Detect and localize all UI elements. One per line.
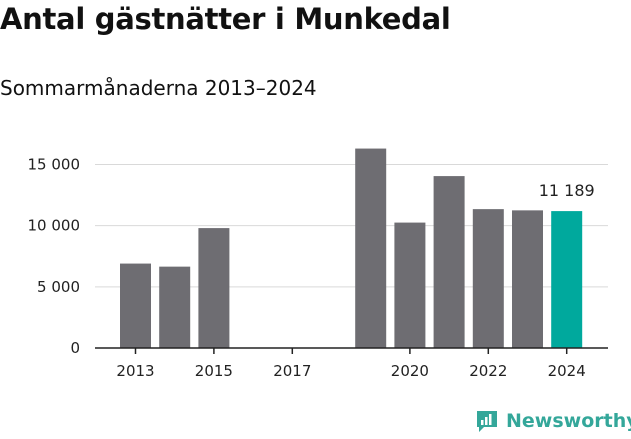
chart-title: Antal gästnätter i Munkedal: [0, 2, 451, 36]
x-tick-label: 2022: [469, 362, 507, 380]
bar-2015: [198, 228, 230, 348]
x-tick-label: 2020: [391, 362, 429, 380]
bar-chart: 0 5 000 10 000 15 000 2013 2015 2017 2020 2022 20…: [28, 148, 608, 380]
newsworthy-brand[interactable]: Newsworthy: [474, 408, 631, 434]
y-tick-label: 5 000: [37, 278, 80, 296]
bar-2013: [120, 263, 151, 348]
y-tick-label: 0: [70, 339, 80, 357]
newsworthy-logo-icon: [477, 411, 497, 432]
bar-2019: [355, 148, 387, 348]
labels: 0 5 000 10 000 15 000 2013 2015 2017 2020 2022 20…: [28, 155, 608, 380]
y-tick-label: 10 000: [28, 217, 81, 235]
bar-2022: [472, 209, 504, 348]
data-label: 11 189: [539, 181, 595, 200]
y-tick-label: 15 000: [28, 155, 81, 173]
x-tick-label: 2013: [116, 362, 154, 380]
x-tick-label: 2015: [195, 362, 233, 380]
brand-name: Newsworthy: [506, 410, 631, 432]
bar-2014: [159, 266, 191, 348]
chart-subtitle: Sommarmånaderna 2013–2024: [0, 76, 317, 100]
bar-2023: [512, 210, 543, 348]
bar-2021: [433, 176, 465, 348]
bar-2020: [394, 222, 426, 348]
bars: [120, 148, 583, 348]
x-tick-label: 2024: [548, 362, 586, 380]
bar-2024: [551, 211, 583, 348]
x-tick-label: 2017: [273, 362, 311, 380]
